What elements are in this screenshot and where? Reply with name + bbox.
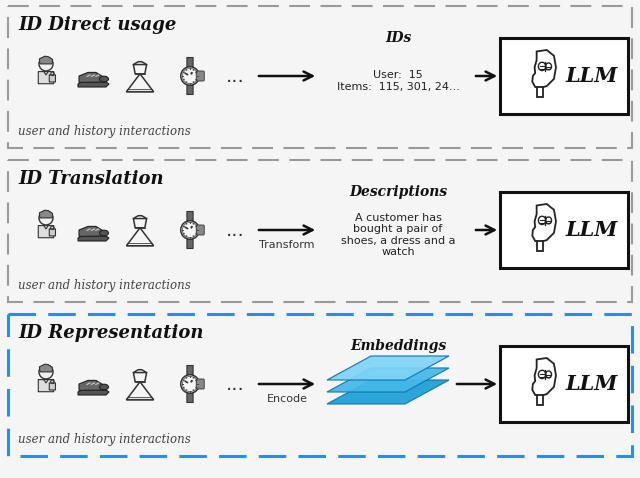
Polygon shape bbox=[79, 72, 106, 82]
Polygon shape bbox=[40, 56, 52, 64]
Polygon shape bbox=[532, 204, 556, 242]
Polygon shape bbox=[79, 380, 106, 391]
Text: LLM: LLM bbox=[566, 374, 618, 394]
Text: ID Direct usage: ID Direct usage bbox=[18, 16, 177, 34]
Polygon shape bbox=[327, 356, 449, 380]
Polygon shape bbox=[327, 380, 449, 404]
FancyBboxPatch shape bbox=[187, 393, 193, 402]
FancyBboxPatch shape bbox=[196, 225, 204, 235]
Polygon shape bbox=[78, 236, 109, 241]
FancyBboxPatch shape bbox=[187, 211, 193, 221]
FancyBboxPatch shape bbox=[38, 72, 54, 84]
Circle shape bbox=[180, 375, 199, 393]
FancyBboxPatch shape bbox=[49, 383, 56, 390]
Text: Embeddings: Embeddings bbox=[350, 339, 446, 353]
Text: ...: ... bbox=[226, 374, 244, 393]
FancyBboxPatch shape bbox=[196, 379, 204, 389]
FancyBboxPatch shape bbox=[49, 229, 56, 236]
Ellipse shape bbox=[99, 230, 109, 236]
Circle shape bbox=[180, 221, 199, 239]
Circle shape bbox=[39, 57, 53, 71]
Polygon shape bbox=[78, 82, 109, 87]
Text: IDs: IDs bbox=[385, 31, 411, 45]
Text: LLM: LLM bbox=[566, 220, 618, 240]
Text: Descriptions: Descriptions bbox=[349, 185, 447, 199]
Text: Encode: Encode bbox=[266, 394, 307, 404]
Text: ID Translation: ID Translation bbox=[18, 170, 164, 188]
Text: LLM: LLM bbox=[566, 66, 618, 86]
FancyBboxPatch shape bbox=[38, 226, 54, 238]
Polygon shape bbox=[532, 358, 556, 396]
Polygon shape bbox=[538, 395, 543, 405]
FancyBboxPatch shape bbox=[500, 346, 628, 422]
Circle shape bbox=[39, 365, 53, 379]
FancyBboxPatch shape bbox=[187, 85, 193, 95]
Polygon shape bbox=[538, 241, 543, 251]
Polygon shape bbox=[78, 390, 109, 395]
Text: ...: ... bbox=[226, 220, 244, 239]
FancyBboxPatch shape bbox=[49, 75, 56, 82]
FancyBboxPatch shape bbox=[500, 38, 628, 114]
Text: ...: ... bbox=[226, 66, 244, 86]
FancyBboxPatch shape bbox=[187, 366, 193, 375]
FancyBboxPatch shape bbox=[187, 57, 193, 67]
Polygon shape bbox=[40, 210, 52, 218]
Polygon shape bbox=[538, 87, 543, 97]
Text: user and history interactions: user and history interactions bbox=[18, 125, 191, 138]
Text: Transform: Transform bbox=[259, 240, 315, 250]
Text: User:  15
Items:  115, 301, 24...: User: 15 Items: 115, 301, 24... bbox=[337, 70, 460, 92]
Ellipse shape bbox=[99, 76, 109, 82]
Text: A customer has
bought a pair of
shoes, a dress and a
watch: A customer has bought a pair of shoes, a… bbox=[340, 213, 455, 257]
FancyBboxPatch shape bbox=[500, 192, 628, 268]
Polygon shape bbox=[327, 368, 449, 392]
Polygon shape bbox=[79, 227, 106, 237]
Text: ID Representation: ID Representation bbox=[18, 324, 204, 342]
FancyBboxPatch shape bbox=[38, 380, 54, 391]
Text: user and history interactions: user and history interactions bbox=[18, 433, 191, 446]
Circle shape bbox=[180, 67, 199, 85]
FancyBboxPatch shape bbox=[187, 239, 193, 249]
FancyBboxPatch shape bbox=[196, 71, 204, 81]
Text: user and history interactions: user and history interactions bbox=[18, 279, 191, 292]
Polygon shape bbox=[532, 50, 556, 88]
Polygon shape bbox=[40, 364, 52, 372]
Circle shape bbox=[39, 211, 53, 225]
Ellipse shape bbox=[99, 384, 109, 390]
